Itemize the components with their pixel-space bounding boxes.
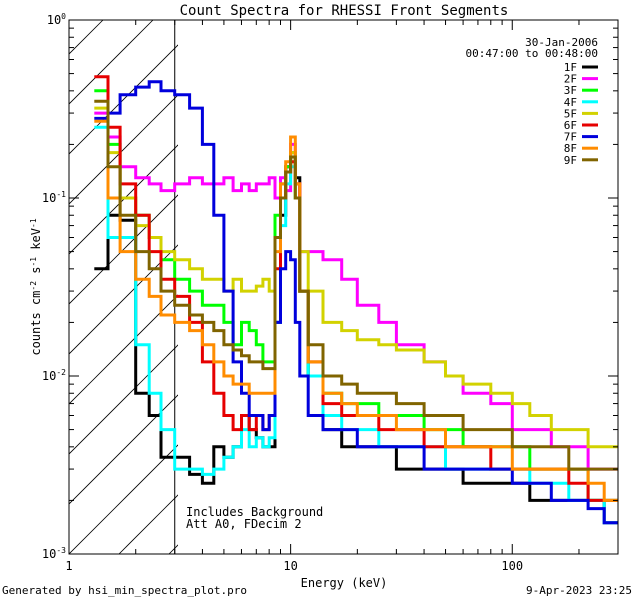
legend-label-2F: 2F [564, 73, 577, 86]
hatch-line [0, 20, 53, 554]
note-background: Includes Background [186, 505, 323, 519]
x-tick-label: 10 [283, 559, 297, 573]
series-layer [94, 75, 618, 525]
hatch-line [369, 20, 640, 554]
y-label-exp-cm: -2 [29, 281, 38, 291]
hatch-line [69, 20, 154, 105]
hatch-line [69, 394, 178, 505]
series-7F [94, 80, 618, 525]
y-label-exp-s: -1 [29, 257, 38, 267]
legend-label-7F: 7F [564, 131, 577, 144]
y-label-counts: counts cm [29, 291, 43, 356]
legend-label-3F: 3F [564, 84, 577, 97]
legend-label-1F: 1F [564, 61, 577, 74]
y-label-kev: keV [29, 228, 43, 257]
chart-title: Count Spectra for RHESSI Front Segments [180, 3, 509, 19]
y-axis-label: counts cm-2 s-1 keV-1 [29, 218, 43, 355]
hatch-line [519, 20, 640, 554]
footer-generated-by: Generated by hsi_min_spectra_plot.pro [2, 584, 248, 597]
legend-label-4F: 4F [564, 96, 577, 109]
note-attenuator: Att A0, FDecim 2 [186, 517, 302, 531]
plot-frame [68, 19, 619, 555]
hatch-line [69, 444, 178, 554]
info-time-range: 00:47:00 to 00:48:00 [466, 47, 598, 60]
hatch-line [0, 20, 3, 554]
y-label-s: s [29, 267, 43, 281]
hatch-line [269, 20, 640, 554]
y-tick-label: 10-3 [42, 546, 66, 561]
hatch-line [469, 20, 640, 554]
hatch-line [69, 294, 178, 405]
y-tick-label: 100 [47, 12, 66, 27]
y-label-exp-kev: -1 [29, 218, 38, 228]
hatch-line [69, 94, 178, 205]
legend-label-9F: 9F [564, 154, 577, 167]
x-tick-label: 1 [65, 559, 72, 573]
legend-label-6F: 6F [564, 119, 577, 132]
hatch-line [319, 20, 640, 554]
hatch-line [69, 44, 178, 155]
hatch-line [619, 20, 640, 554]
hatch-line [69, 344, 178, 455]
x-axis-label: Energy (keV) [301, 576, 388, 590]
x-tick-label: 100 [501, 559, 523, 573]
info-date: 30-Jan-2006 [525, 36, 598, 49]
y-tick-label: 10-1 [42, 190, 66, 205]
hatch-line [69, 20, 104, 55]
hatch-line [69, 194, 178, 305]
legend-label-5F: 5F [564, 107, 577, 120]
y-tick-label: 10-2 [42, 368, 66, 383]
hatch-line [569, 20, 640, 554]
legend-label-8F: 8F [564, 142, 577, 155]
series-5F [94, 106, 618, 449]
axes: 1 10 100 100 10-1 10-2 10-3 [42, 12, 619, 573]
series-9F [94, 99, 618, 471]
footer-date: 9-Apr-2023 23:25 [526, 584, 632, 597]
series-4F [94, 125, 618, 525]
